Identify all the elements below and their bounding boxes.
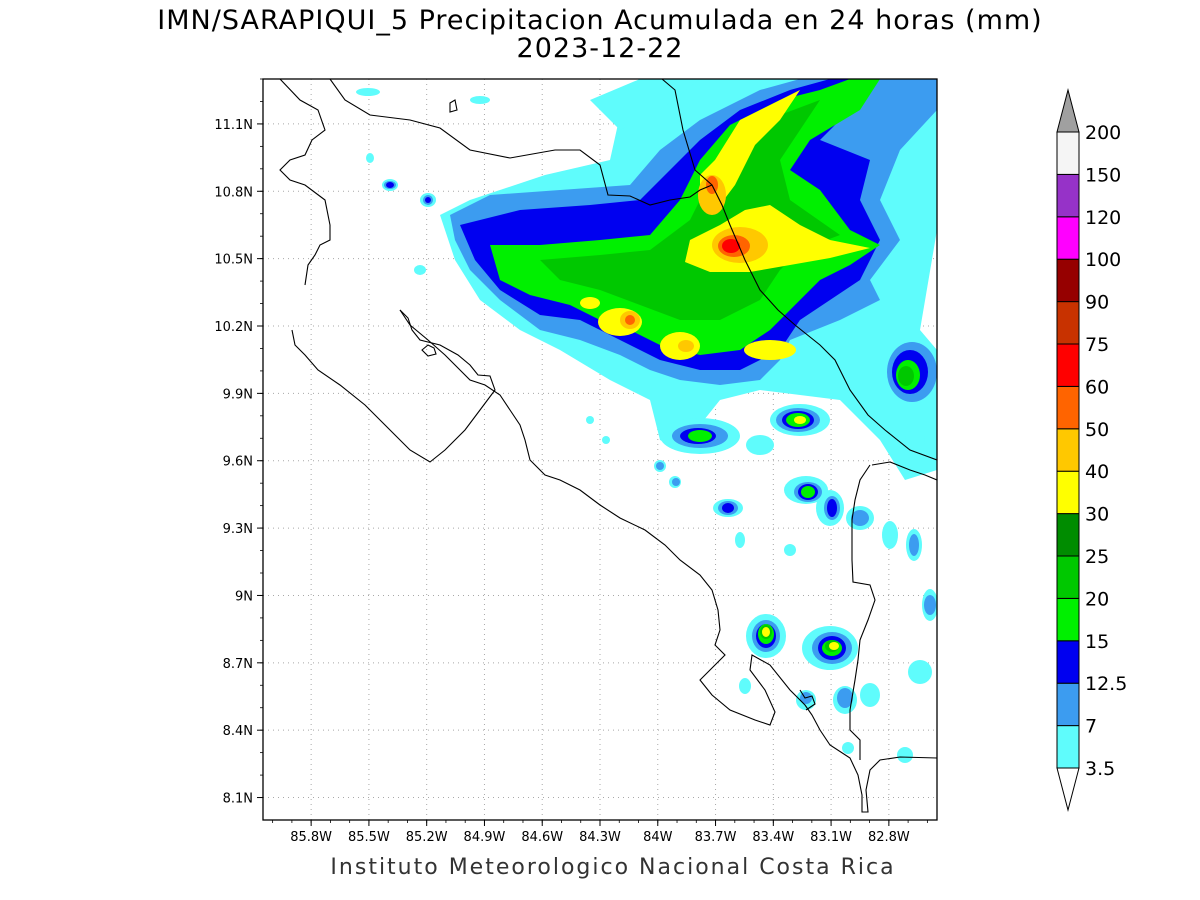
colorbar-box [1056, 682, 1080, 727]
colorbar-bottom-arrow [1056, 767, 1080, 812]
lon-tick-label: 83.1W [810, 830, 852, 845]
colorbar-box [1056, 428, 1080, 472]
colorbar-label: 90 [1085, 292, 1109, 314]
lat-tick-label: 8.1N [223, 792, 253, 807]
colorbar-label: 15 [1085, 631, 1109, 653]
colorbar-box [1056, 513, 1080, 557]
coastline-nicaragua [279, 79, 331, 286]
colorbar-top-arrow [1056, 88, 1080, 133]
lon-tick-label: 84.9W [464, 830, 506, 845]
colorbar-label: 100 [1085, 249, 1121, 271]
lon-tick-label: 84.3W [579, 830, 621, 845]
colorbar-box [1056, 216, 1080, 260]
lon-tick-label: 83.7W [695, 830, 737, 845]
colorbar-label: 30 [1085, 504, 1109, 526]
lat-tick-label: 9N [235, 589, 253, 604]
colorbar-box [1056, 555, 1080, 599]
lon-tick-label: 85.2W [406, 830, 448, 845]
colorbar-box [1056, 640, 1080, 684]
precip-band-60 [722, 239, 740, 253]
map-date: 2023-12-22 [516, 33, 684, 64]
footer-credit: Instituto Meteorologico Nacional Costa R… [330, 855, 896, 880]
lat-tick-label: 10.5N [214, 253, 253, 268]
coastlines-and-borders [279, 79, 937, 813]
colorbar-label: 25 [1085, 546, 1109, 568]
colorbar-label: 150 [1085, 164, 1121, 186]
colorbar-label: 3.5 [1085, 758, 1115, 780]
colorbar-label: 120 [1085, 207, 1121, 229]
border-nicaragua-costa-rica [329, 79, 713, 206]
colorbar-label: 60 [1085, 376, 1109, 398]
colorbar-label: 50 [1085, 419, 1109, 441]
lat-tick-label: 9.3N [223, 522, 253, 537]
colorbar-box [1056, 258, 1080, 303]
lat-tick-label: 10.2N [214, 320, 253, 335]
lon-tick-label: 85.8W [290, 830, 332, 845]
lat-tick-label: 8.7N [223, 657, 253, 672]
lat-tick-label: 11.1N [214, 118, 253, 133]
colorbar-box [1056, 301, 1080, 345]
longitude-axis: 85.8W 85.5W 85.2W 84.9W 84.6W 84.3W 84W 83.7W 83… [272, 820, 928, 845]
colorbar-box [1056, 131, 1080, 175]
border-costa-rica-panama [849, 464, 876, 760]
colorbar-box [1056, 470, 1080, 515]
lon-tick-label: 83.4W [752, 830, 794, 845]
colorbar-label: 200 [1085, 122, 1121, 144]
colorbar-box [1056, 385, 1080, 430]
colorbar: 3.5 7 12.5 15 20 25 30 40 50 60 75 90 100 120 150 200 [1056, 88, 1127, 812]
coastline-pacific [291, 309, 496, 463]
colorbar-label: 7 [1085, 716, 1097, 738]
colorbar-label: 75 [1085, 334, 1109, 356]
latitude-axis: 8.1N 8.4N 8.7N 9N 9.3N 9.6N 9.9N 10.2N 10.5N 10.8… [214, 78, 263, 807]
lat-tick-label: 9.9N [223, 387, 253, 402]
colorbar-box [1056, 173, 1080, 218]
lon-tick-label: 85.5W [348, 830, 390, 845]
colorbar-box [1056, 597, 1080, 642]
lat-tick-label: 10.8N [214, 185, 253, 200]
map-title: IMN/SARAPIQUI_5 Precipitacion Acumulada … [157, 5, 1043, 36]
precipitation-field [356, 79, 937, 763]
colorbar-label: 20 [1085, 588, 1109, 610]
lat-tick-label: 9.6N [223, 455, 253, 470]
coastline-caribbean [661, 79, 937, 461]
colorbar-label: 12.5 [1085, 673, 1127, 695]
lon-tick-label: 84.6W [521, 830, 563, 845]
colorbar-box [1056, 725, 1080, 769]
colorbar-box [1056, 343, 1080, 387]
colorbar-label: 40 [1085, 461, 1109, 483]
lat-tick-label: 8.4N [223, 724, 253, 739]
lon-tick-label: 82.8W [868, 830, 910, 845]
lon-tick-label: 84W [643, 830, 673, 845]
